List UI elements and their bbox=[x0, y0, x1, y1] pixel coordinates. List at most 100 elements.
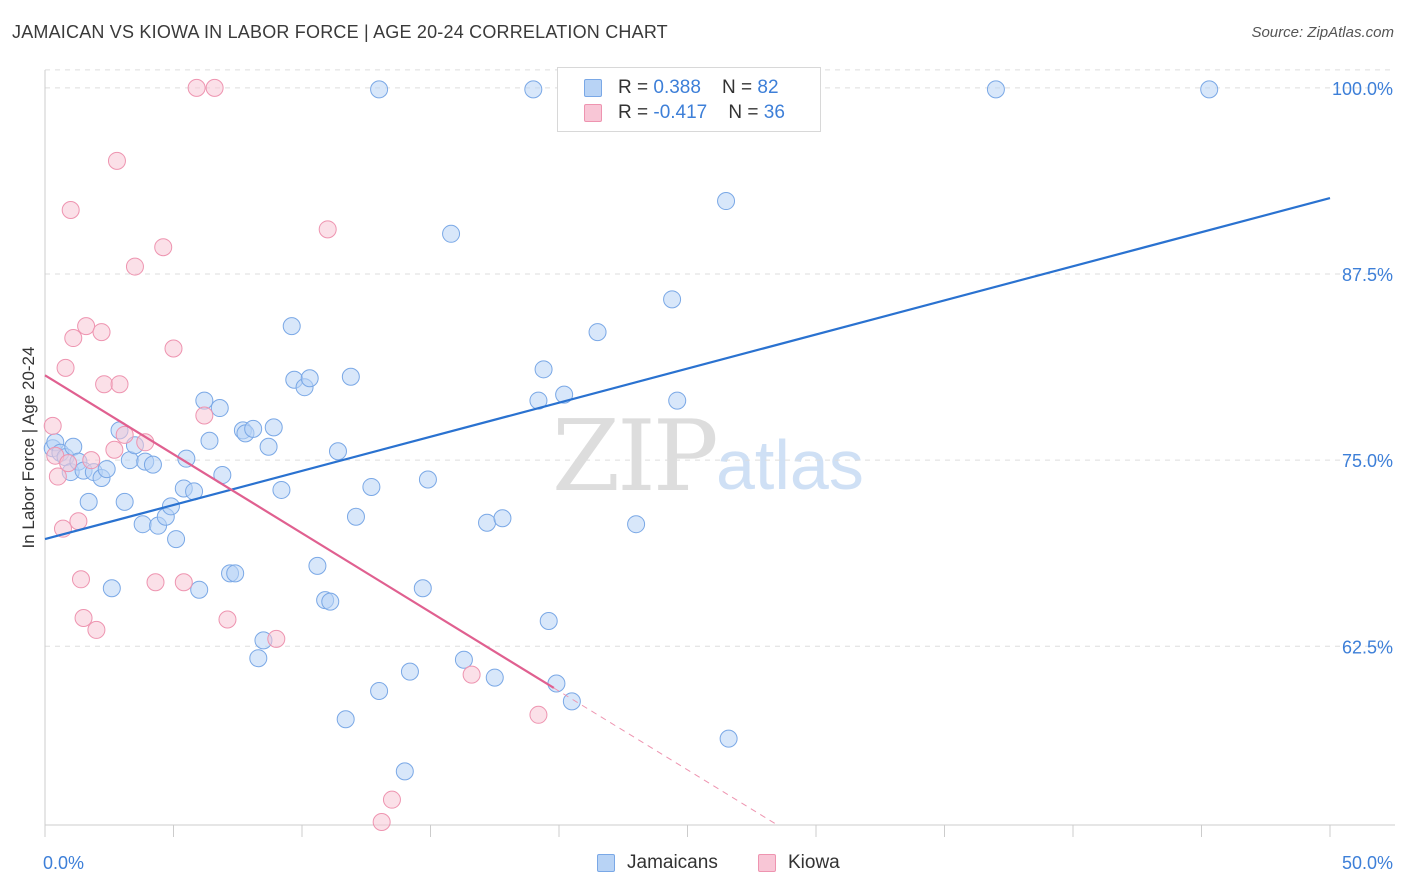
legend-item-jamaicans: Jamaicans bbox=[597, 851, 718, 875]
kiowa-legend-swatch bbox=[758, 854, 776, 872]
jamaicans-point bbox=[244, 419, 263, 438]
kiowa-point bbox=[74, 609, 93, 628]
jamaicans-point bbox=[413, 579, 432, 598]
kiowa-point bbox=[82, 451, 101, 470]
jamaicans-point bbox=[328, 442, 347, 461]
kiowa-swatch bbox=[584, 104, 602, 122]
x-tick-label: 0.0% bbox=[43, 853, 84, 873]
x-tick-label: 50.0% bbox=[1342, 853, 1393, 873]
n-value-kiowa: 36 bbox=[763, 102, 785, 123]
jamaicans-point bbox=[259, 437, 278, 456]
jamaicans-point bbox=[282, 317, 301, 336]
n-label: N = bbox=[728, 102, 764, 123]
watermark-zip: ZIP bbox=[552, 400, 719, 514]
jamaicans-point bbox=[418, 470, 437, 489]
kiowa-point bbox=[56, 358, 75, 377]
jamaicans-point bbox=[370, 80, 389, 99]
jamaicans-point bbox=[177, 449, 196, 468]
kiowa-point bbox=[154, 238, 173, 257]
jamaicans-point bbox=[454, 650, 473, 669]
kiowa-point bbox=[382, 790, 401, 809]
jamaicans-point bbox=[663, 290, 682, 309]
kiowa-point bbox=[187, 78, 206, 97]
jamaicans-point bbox=[97, 460, 116, 479]
jamaicans-point bbox=[249, 649, 268, 668]
y-tick-label: 100.0% bbox=[1332, 79, 1393, 99]
jamaicans-point bbox=[534, 360, 553, 379]
jamaicans-point bbox=[341, 367, 360, 386]
kiowa-point bbox=[61, 200, 80, 219]
kiowa-point bbox=[43, 416, 62, 435]
kiowa-point bbox=[69, 512, 88, 531]
jamaicans-point bbox=[478, 513, 497, 532]
kiowa-point bbox=[92, 323, 111, 342]
kiowa-legend-label: Kiowa bbox=[788, 852, 840, 873]
y-tick-label: 87.5% bbox=[1342, 265, 1393, 285]
jamaicans-point bbox=[336, 710, 355, 729]
chart-title: JAMAICAN VS KIOWA IN LABOR FORCE | AGE 2… bbox=[12, 22, 668, 42]
source-label: Source: ZipAtlas.com bbox=[1251, 24, 1394, 41]
kiowa-point bbox=[115, 425, 134, 444]
jamaicans-point bbox=[1200, 80, 1219, 99]
kiowa-point bbox=[205, 78, 224, 97]
jamaicans-point bbox=[562, 692, 581, 711]
kiowa-trend-extension bbox=[553, 687, 778, 826]
jamaicans-point bbox=[264, 418, 283, 437]
jamaicans-point bbox=[346, 507, 365, 526]
r-value-kiowa: -0.417 bbox=[653, 102, 708, 123]
jamaicans-point bbox=[588, 323, 607, 342]
r-label: R = bbox=[618, 77, 654, 98]
y-tick-label: 75.0% bbox=[1342, 451, 1393, 471]
kiowa-point bbox=[267, 629, 286, 648]
legend-item-kiowa: Kiowa bbox=[758, 851, 840, 875]
kiowa-point bbox=[64, 329, 83, 348]
jamaicans-point bbox=[370, 681, 389, 700]
kiowa-point bbox=[372, 813, 391, 832]
jamaicans-point bbox=[200, 431, 219, 450]
correlation-legend: R = 0.388 N = 82 R = -0.417 N = 36 bbox=[557, 67, 821, 132]
kiowa-point bbox=[107, 151, 126, 170]
kiowa-point bbox=[164, 339, 183, 358]
jamaicans-point bbox=[668, 391, 687, 410]
jamaicans-swatch bbox=[584, 79, 602, 97]
kiowa-point bbox=[48, 467, 67, 486]
kiowa-point bbox=[218, 610, 237, 629]
kiowa-point bbox=[71, 570, 90, 589]
jamaicans-point bbox=[627, 515, 646, 534]
kiowa-point bbox=[462, 665, 481, 684]
jamaicans-point bbox=[539, 611, 558, 630]
kiowa-point bbox=[195, 406, 214, 425]
jamaicans-point bbox=[362, 477, 381, 496]
y-axis-label: In Labor Force | Age 20-24 bbox=[19, 347, 38, 549]
kiowa-point bbox=[87, 620, 106, 639]
jamaicans-point bbox=[395, 762, 414, 781]
kiowa-point bbox=[174, 573, 193, 592]
n-value-jamaicans: 82 bbox=[757, 77, 779, 98]
jamaicans-point bbox=[400, 662, 419, 681]
kiowa-point bbox=[146, 573, 165, 592]
kiowa-point bbox=[59, 454, 78, 473]
jamaicans-point bbox=[442, 224, 461, 243]
kiowa-point bbox=[318, 220, 337, 239]
jamaicans-point bbox=[226, 564, 245, 583]
jamaicans-point bbox=[102, 579, 121, 598]
jamaicans-point bbox=[986, 80, 1005, 99]
jamaicans-point bbox=[115, 492, 134, 511]
jamaicans-point bbox=[717, 192, 736, 211]
jamaicans-point bbox=[321, 592, 340, 611]
jamaicans-trend-line bbox=[44, 197, 1331, 541]
jamaicans-point bbox=[143, 455, 162, 474]
kiowa-point bbox=[110, 375, 129, 394]
r-label: R = bbox=[618, 102, 654, 123]
watermark-atlas: atlas bbox=[716, 426, 864, 504]
jamaicans-point bbox=[79, 492, 98, 511]
kiowa-point bbox=[105, 440, 124, 459]
jamaicans-point bbox=[485, 668, 504, 687]
jamaicans-point bbox=[133, 515, 152, 534]
r-value-jamaicans: 0.388 bbox=[653, 77, 701, 98]
kiowa-point bbox=[529, 705, 548, 724]
jamaicans-legend-swatch bbox=[597, 854, 615, 872]
n-label: N = bbox=[722, 77, 758, 98]
jamaicans-point bbox=[308, 556, 327, 575]
